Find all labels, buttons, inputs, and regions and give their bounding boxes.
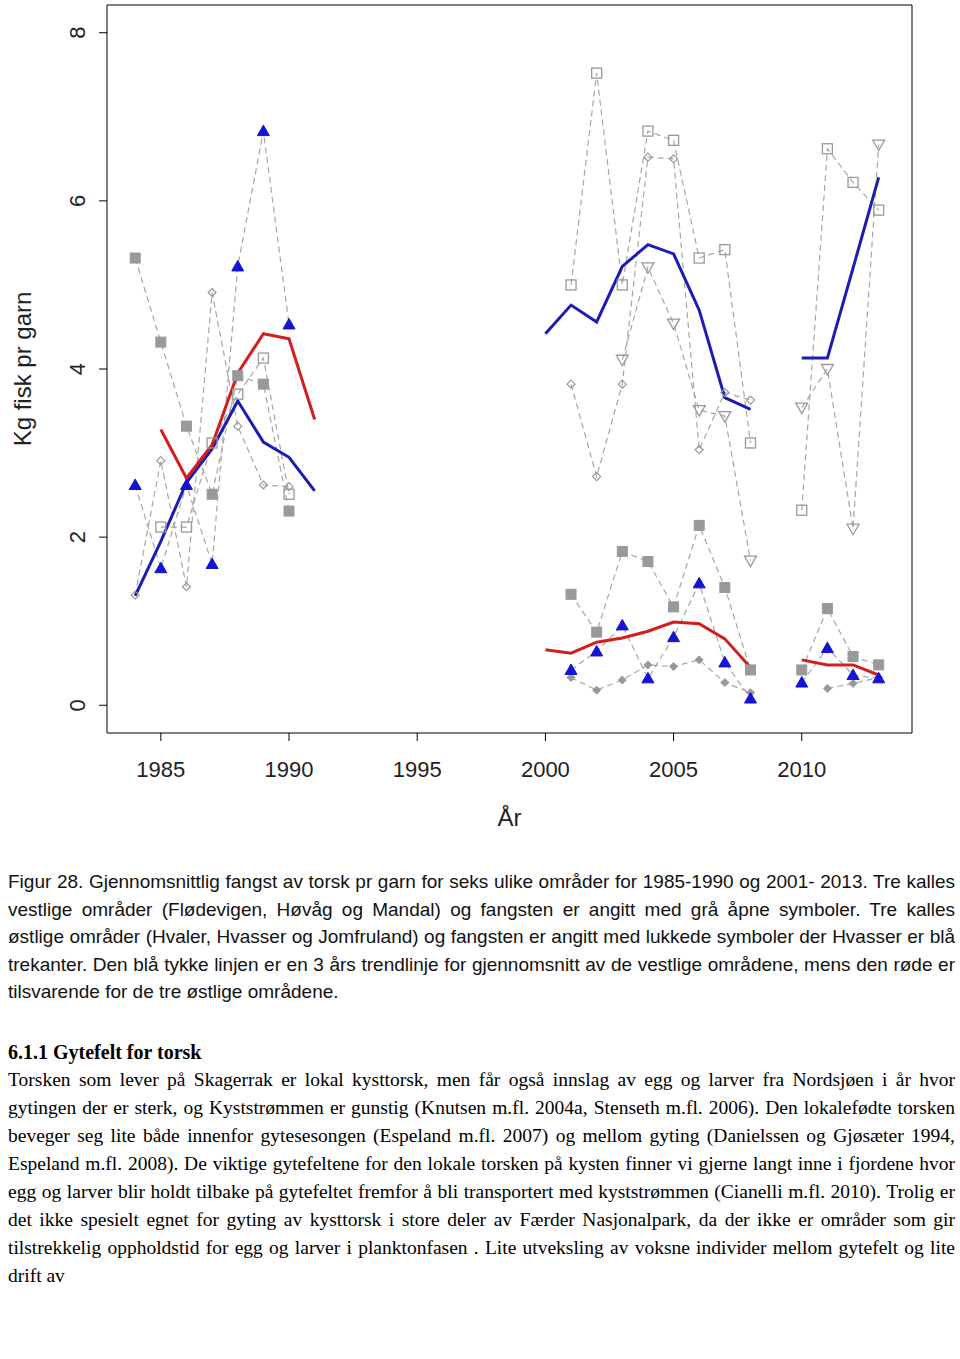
svg-text:6: 6	[65, 195, 90, 207]
svg-text:4: 4	[65, 363, 90, 375]
svg-text:2: 2	[65, 531, 90, 543]
html-text:Figur 28. Gjennomsnittlig fang: Figur 28. Gjennomsnittlig fangst av tors…	[8, 871, 955, 1002]
svg-text:1995: 1995	[393, 757, 442, 782]
html-text:Torsken som lever på Skagerrak: Torsken som lever på Skagerrak er lokal …	[8, 1068, 955, 1286]
svg-text:2010: 2010	[777, 757, 826, 782]
svg-text:1990: 1990	[265, 757, 314, 782]
svg-text:0: 0	[65, 699, 90, 711]
svg-text:År: År	[498, 804, 522, 831]
svg-text:1985: 1985	[136, 757, 185, 782]
svg-text:8: 8	[65, 27, 90, 39]
svg-text:2005: 2005	[649, 757, 698, 782]
svg-text:2000: 2000	[521, 757, 570, 782]
html-text:6.1.1 Gytefelt for torsk: 6.1.1 Gytefelt for torsk	[8, 1040, 202, 1063]
html-text:Kg fisk pr garn: Kg fisk pr garn	[9, 291, 36, 447]
